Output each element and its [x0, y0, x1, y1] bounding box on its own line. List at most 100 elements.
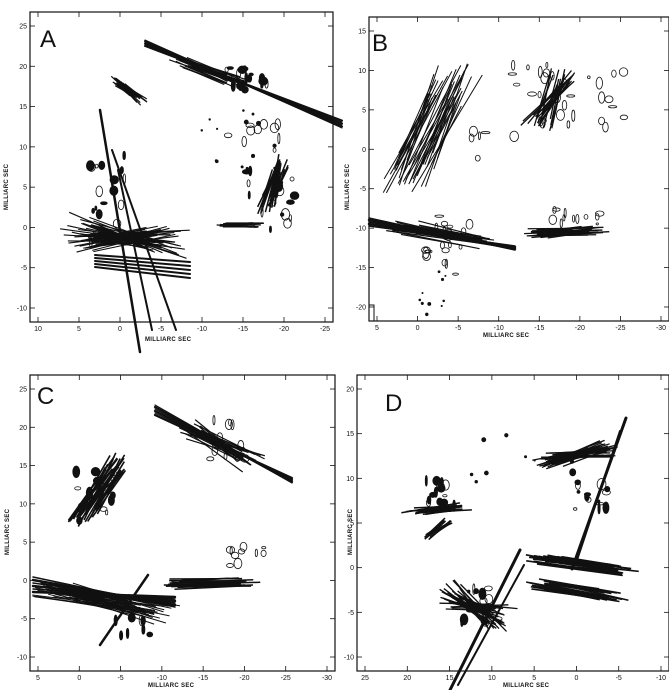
contour [442, 494, 448, 498]
panel-c-plot: 5 0 -5 -10 -15 -20 -25 -30 25 20 15 10 5 0 -5 -10 [17, 374, 336, 682]
sidelobe-line [79, 457, 125, 522]
sidelobe-line [175, 60, 235, 88]
x-tick-label: -10 [197, 326, 207, 333]
contour [229, 546, 233, 555]
contour [573, 507, 578, 511]
contour [89, 236, 93, 249]
sidelobe-line [547, 448, 611, 462]
contour-dot [533, 459, 536, 462]
contour [562, 214, 566, 222]
contour-dot [216, 127, 219, 130]
y-tick-label: -5 [21, 616, 27, 623]
contour [246, 179, 251, 188]
panel-c-xlabel: MILLIARC SEC [148, 683, 195, 689]
contour [274, 180, 284, 192]
panel-b-ylabel: MILLIARC SEC [345, 163, 351, 210]
sidelobe-line [551, 449, 587, 466]
contour [473, 588, 479, 595]
sidelobe-line [429, 521, 451, 539]
y-tick-label: -5 [21, 265, 27, 272]
sidelobe-line [116, 82, 135, 99]
contour [127, 613, 136, 623]
y-tick-label: -20 [356, 305, 366, 312]
contour-dot [251, 153, 256, 159]
panel-d: 25 20 15 10 5 0 -5 -10 20 15 10 5 0 -5 -10 D MILLIARC … [340, 345, 669, 690]
contour [72, 465, 81, 478]
y-tick-label: -5 [360, 186, 366, 193]
contour [441, 247, 450, 254]
contour [94, 205, 98, 211]
sidelobe-line [120, 82, 135, 95]
contour [216, 432, 224, 444]
panel-d-plot: 25 20 15 10 5 0 -5 -10 20 15 10 5 0 -5 -10 [344, 374, 669, 690]
contour [571, 109, 576, 122]
x-tick-label: -20 [239, 675, 249, 682]
sidelobe-line [531, 232, 586, 239]
x-tick-label: -25 [320, 326, 330, 333]
sidelobe-line [394, 85, 432, 167]
x-tick-label: 0 [574, 675, 578, 682]
contour [561, 100, 568, 111]
sidelobe-line [70, 587, 133, 605]
contour [448, 241, 452, 249]
contour [105, 509, 109, 516]
contour [211, 446, 218, 456]
source-cluster [525, 578, 629, 603]
contour [109, 491, 116, 500]
contour [99, 482, 110, 496]
sidelobe-line [174, 584, 247, 591]
contour [125, 627, 130, 639]
contour [260, 549, 267, 557]
contour [480, 131, 491, 135]
sidelobe-line [395, 220, 502, 247]
contour [90, 466, 101, 477]
contour-dot [215, 159, 219, 164]
contour [247, 190, 251, 200]
contour [608, 105, 618, 109]
y-tick-label: 0 [23, 578, 27, 585]
contour [602, 121, 609, 133]
contour [569, 468, 577, 477]
y-tick-label: 10 [358, 68, 366, 75]
contour [289, 176, 295, 182]
contour [74, 486, 82, 491]
sidelobe-streak [98, 108, 142, 354]
contour [122, 173, 126, 185]
sidelobe-line [181, 65, 225, 86]
contour [549, 230, 557, 234]
y-tick-label: 10 [346, 476, 354, 483]
contour [595, 213, 600, 221]
sidelobe-line [382, 75, 449, 193]
source-cluster [110, 75, 148, 106]
sidelobe-streak [94, 263, 191, 275]
sidelobe-line [403, 87, 444, 185]
y-tick-label: 15 [19, 104, 27, 111]
contour-dot [524, 455, 528, 459]
sidelobe-line [188, 63, 217, 74]
contour [140, 615, 146, 626]
contour [254, 548, 258, 558]
y-tick-label: 0 [350, 565, 354, 572]
contour-dot [440, 277, 445, 281]
y-tick-label: 5 [350, 521, 354, 528]
contour-dot [474, 480, 478, 484]
contour [584, 492, 590, 502]
x-tick-label: -5 [158, 326, 164, 333]
contour [230, 74, 238, 81]
plot-frame [29, 374, 336, 672]
sidelobe-streak [98, 573, 150, 647]
y-tick-label: 25 [19, 387, 27, 394]
contour-dot [484, 470, 489, 476]
contour [468, 133, 475, 143]
contour-dot [243, 119, 249, 125]
x-tick-label: 10 [488, 675, 496, 682]
contour [477, 131, 481, 141]
panel-a: 10 5 0 -5 -10 -15 -20 -25 25 20 15 10 5 0 -5 -10 A MILL… [0, 0, 343, 354]
contour [85, 486, 94, 500]
contour [289, 191, 300, 200]
contour [598, 116, 605, 126]
sidelobe-line [184, 433, 240, 461]
contour [597, 502, 601, 515]
contour-dot [245, 166, 249, 170]
contour [238, 84, 243, 92]
